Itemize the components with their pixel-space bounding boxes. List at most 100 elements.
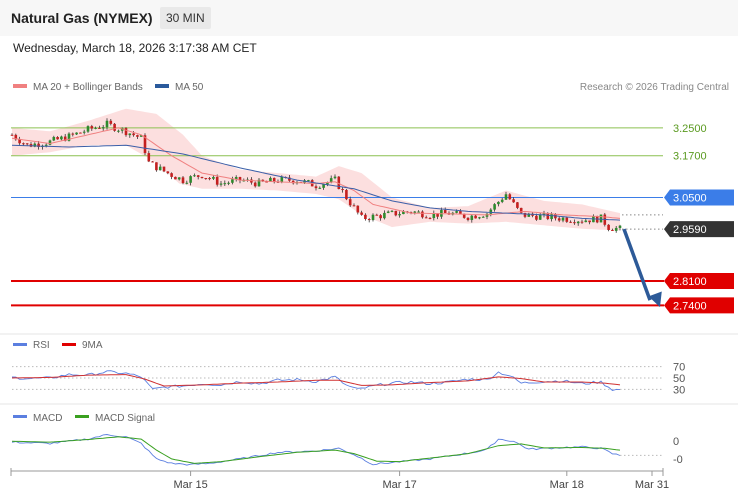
legend-swatch-rsi [13, 343, 27, 346]
candle-body [455, 211, 458, 213]
timeframe-badge[interactable]: 30 MIN [160, 7, 211, 29]
candle-body [436, 213, 439, 217]
candle-body [421, 211, 424, 218]
legend-swatch-9ma [62, 343, 76, 346]
candle-body [272, 177, 276, 182]
rsi-level-label: 70 [673, 362, 685, 374]
candle-body [573, 222, 576, 224]
candle-body [367, 219, 371, 221]
candle-body [584, 220, 588, 223]
candle-body [181, 177, 185, 184]
candle-body [147, 153, 151, 162]
candle-body [136, 135, 139, 137]
legend-label-ma20: MA 20 + Bollinger Bands [33, 82, 143, 93]
candle-body [322, 184, 325, 188]
candle-body [504, 194, 508, 200]
candle-body [462, 213, 466, 218]
level-label-3.1700: 3.1700 [673, 151, 707, 163]
legend-swatch-ma20 [13, 84, 27, 88]
candle-body [234, 177, 238, 180]
candle-body [253, 182, 257, 187]
candle-body [269, 177, 272, 182]
candle-body [166, 171, 170, 174]
candle-body [481, 216, 485, 218]
candle-body [204, 178, 208, 180]
candle-body [128, 133, 132, 136]
candle-body [56, 137, 59, 140]
candle-body [565, 217, 569, 222]
candle-body [71, 133, 75, 135]
candle-body [497, 201, 500, 205]
candle-body [223, 183, 227, 185]
candle-body [314, 186, 318, 189]
chart-header: Natural Gas (NYMEX) 30 MIN [0, 0, 738, 36]
candle-body [257, 179, 261, 187]
candle-body [212, 176, 215, 179]
candle-body [333, 176, 337, 179]
candle-body [90, 126, 94, 129]
forecast-arrow-head [648, 291, 662, 308]
rsi-legend: RSI 9MA [13, 340, 103, 351]
candle-body [569, 221, 572, 223]
legend-label-9ma: 9MA [82, 340, 103, 351]
candle-body [238, 177, 242, 181]
candle-body [196, 175, 200, 177]
candle-body [189, 176, 192, 183]
candle-body [383, 212, 386, 219]
candle-body [37, 143, 40, 147]
candle-body [280, 176, 284, 183]
candle-body [25, 143, 29, 145]
price-panel: 3.2500 3.1700 3.0500 2.9590 2.8100 2.7400 [10, 108, 734, 314]
candle-body [538, 214, 542, 220]
candle-body [489, 209, 493, 214]
candle-body [155, 162, 158, 171]
ma50-line [11, 144, 621, 221]
candle-body [98, 127, 101, 129]
macd-signal-line [11, 436, 621, 464]
candle-body [607, 224, 610, 230]
candle-body [22, 143, 25, 145]
chart-datetime: Wednesday, March 18, 2026 3:17:38 AM CET [13, 41, 257, 55]
candle-body [124, 128, 128, 136]
candle-body [459, 211, 462, 214]
candle-body [79, 132, 82, 134]
legend-label-macd-signal: MACD Signal [95, 413, 155, 424]
candle-body [379, 215, 382, 219]
forecast-arrow-shaft [622, 228, 652, 301]
candle-body [470, 215, 474, 221]
candle-body [508, 194, 512, 200]
candle-body [117, 130, 120, 132]
candle-body [535, 215, 538, 220]
level-label-2.7400: 2.7400 [673, 300, 707, 312]
candle-body [345, 189, 348, 200]
candle-body [576, 221, 580, 224]
candle-body [611, 229, 614, 231]
candle-body [417, 211, 420, 213]
candle-body [177, 177, 181, 180]
candle-body [139, 135, 143, 137]
macd-legend: MACD MACD Signal [13, 413, 155, 424]
candle-body [170, 173, 173, 177]
candle-body [86, 126, 90, 132]
candle-body [386, 211, 390, 213]
candle-body [307, 180, 310, 182]
candle-body [561, 217, 565, 221]
candle-body [288, 177, 291, 181]
candle-body [516, 202, 519, 208]
candle-body [94, 127, 97, 129]
macd-ref-label: 0 [673, 436, 679, 448]
candle-body [428, 217, 432, 219]
candle-body [546, 213, 550, 220]
candle-body [360, 212, 363, 215]
candle-body [519, 207, 523, 213]
legend-swatch-macd-signal [75, 415, 89, 418]
rsi-9ma-line [11, 374, 621, 387]
time-tick-label: Mar 18 [550, 479, 584, 491]
candle-body [60, 136, 63, 140]
macd-ref-label: -0 [673, 454, 683, 466]
candle-body [580, 221, 584, 223]
candle-body [44, 144, 48, 146]
candle-body [337, 176, 341, 190]
candle-body [200, 176, 204, 179]
